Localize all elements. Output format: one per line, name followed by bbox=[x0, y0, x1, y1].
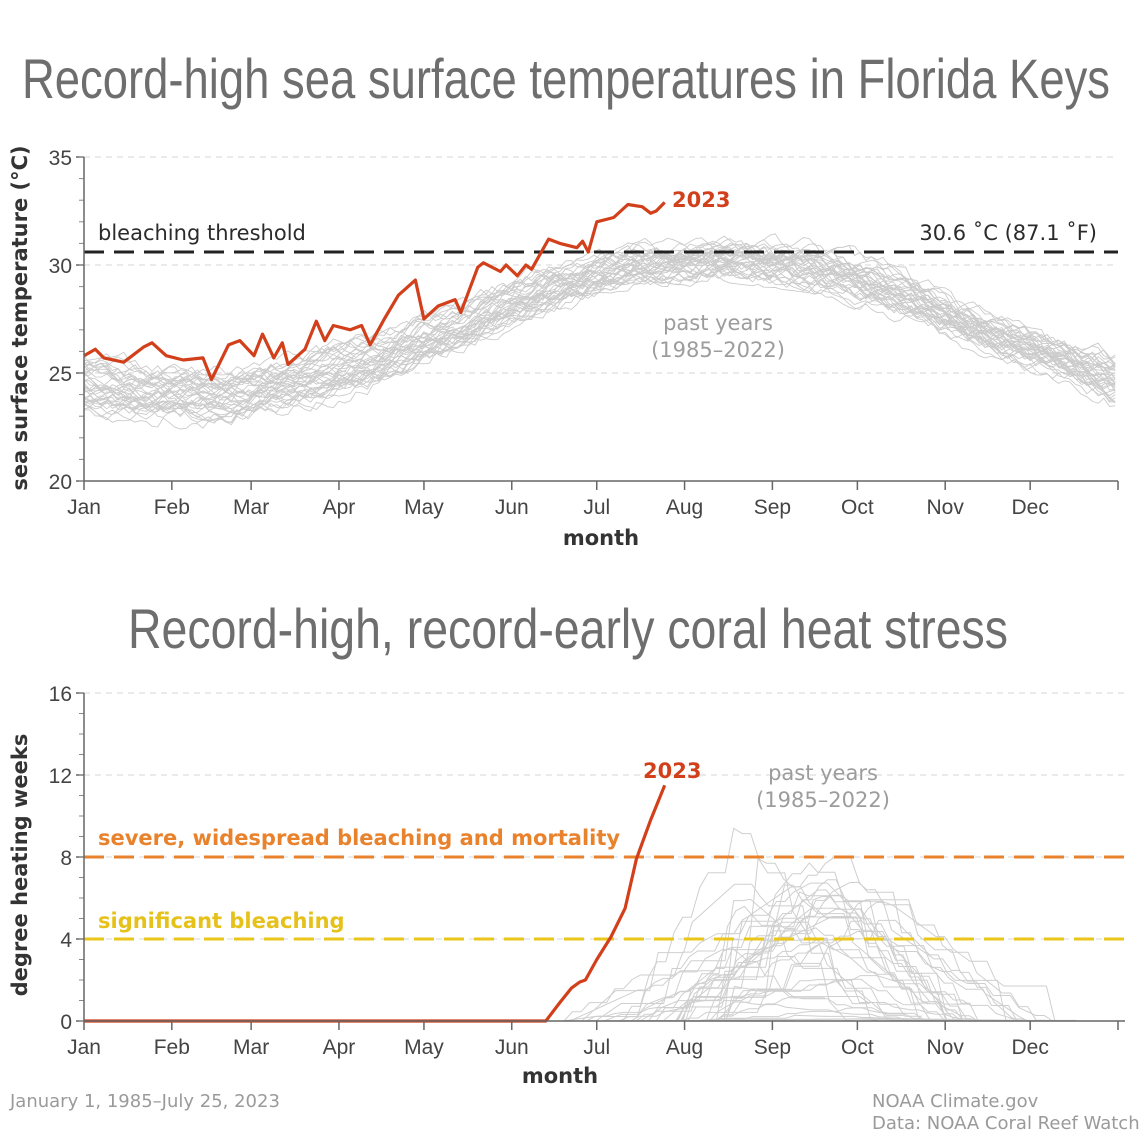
credit: NOAA Climate.gov bbox=[872, 1091, 1039, 1112]
gridlines bbox=[84, 693, 1125, 939]
x-tick-label-sep: Sep bbox=[754, 496, 791, 519]
x-tick-label-jul: Jul bbox=[583, 496, 610, 519]
x-axis-label: month bbox=[563, 526, 639, 550]
past-year-line bbox=[84, 245, 1115, 388]
severe-bleaching-label: severe, widespread bleaching and mortali… bbox=[98, 826, 620, 850]
y-tick-label: 30 bbox=[49, 255, 72, 278]
x-tick-label-oct: Oct bbox=[841, 1036, 874, 1059]
past-years-label: past years bbox=[768, 761, 878, 785]
x-tick-label-may: May bbox=[404, 1036, 444, 1059]
x-tick-label-dec: Dec bbox=[1012, 496, 1049, 519]
y-tick-label: 16 bbox=[49, 683, 72, 706]
x-tick-label-aug: Aug bbox=[666, 1036, 703, 1059]
series-label-2023: 2023 bbox=[643, 759, 701, 783]
axes: 20 25 30 35 Jan Feb Mar Apr May Jun Jul Aug Sep Oct No… bbox=[49, 147, 1118, 519]
sst-chart: 20 25 30 35 Jan Feb Mar Apr May Jun Jul Aug Sep Oct No… bbox=[8, 145, 1118, 550]
x-tick-label-jan: Jan bbox=[67, 496, 101, 519]
y-tick-label: 4 bbox=[60, 929, 72, 952]
x-tick-label-dec: Dec bbox=[1012, 1036, 1049, 1059]
axes: 0 4 8 12 16 Jan Feb Mar Apr May Jun Jul Aug Sep Oct Nov… bbox=[49, 683, 1125, 1059]
x-tick-label-nov: Nov bbox=[927, 1036, 965, 1059]
threshold-value-label: 30.6 ˚C (87.1 ˚F) bbox=[919, 221, 1097, 245]
x-tick-label-oct: Oct bbox=[841, 496, 874, 519]
past-year-line bbox=[667, 908, 947, 1021]
past-years-range-label: (1985–2022) bbox=[651, 338, 785, 362]
data-source: Data: NOAA Coral Reef Watch bbox=[872, 1113, 1140, 1134]
x-tick-label-sep: Sep bbox=[754, 1036, 791, 1059]
x-tick-label-feb: Feb bbox=[154, 496, 190, 519]
x-tick-label-mar: Mar bbox=[233, 496, 269, 519]
x-tick-label-apr: Apr bbox=[323, 1036, 356, 1059]
chart-title-sst: Record-high sea surface temperatures in … bbox=[22, 47, 1110, 110]
x-tick-label-apr: Apr bbox=[323, 496, 356, 519]
y-tick-label: 0 bbox=[60, 1011, 72, 1034]
past-years-lines bbox=[84, 234, 1115, 429]
past-year-line bbox=[84, 236, 1115, 392]
significant-bleaching-label: significant bleaching bbox=[98, 909, 345, 933]
y-tick-label: 12 bbox=[49, 765, 72, 788]
past-years-label: past years bbox=[663, 311, 773, 335]
x-tick-label-jan: Jan bbox=[67, 1036, 101, 1059]
y-tick-label: 35 bbox=[49, 147, 72, 170]
date-range-note: January 1, 1985–July 25, 2023 bbox=[9, 1091, 280, 1112]
x-axis-label: month bbox=[522, 1064, 598, 1088]
y-tick-label: 8 bbox=[60, 847, 72, 870]
x-tick-label-feb: Feb bbox=[154, 1036, 190, 1059]
x-tick-label-jul: Jul bbox=[583, 1036, 610, 1059]
bleaching-threshold-label: bleaching threshold bbox=[98, 221, 306, 245]
x-tick-label-aug: Aug bbox=[666, 496, 703, 519]
y-tick-label: 25 bbox=[49, 363, 72, 386]
x-tick-label-jun: Jun bbox=[495, 1036, 529, 1059]
y-axis-label: degree heating weeks bbox=[8, 734, 32, 997]
x-tick-label-mar: Mar bbox=[233, 1036, 269, 1059]
series-label-2023: 2023 bbox=[672, 188, 730, 212]
past-year-line bbox=[661, 917, 975, 1021]
x-tick-label-may: May bbox=[404, 496, 444, 519]
x-tick-label-nov: Nov bbox=[927, 496, 965, 519]
past-years-range-label: (1985–2022) bbox=[756, 788, 890, 812]
dhw-chart: 0 4 8 12 16 Jan Feb Mar Apr May Jun Jul Aug Sep Oct Nov… bbox=[8, 683, 1125, 1088]
chart-title-dhw: Record-high, record-early coral heat str… bbox=[128, 597, 1008, 660]
series-2023-line bbox=[84, 785, 665, 1021]
past-year-line bbox=[672, 922, 978, 1021]
x-tick-label-jun: Jun bbox=[495, 496, 529, 519]
y-tick-label: 20 bbox=[49, 471, 72, 494]
y-axis-label: sea surface temperature (°C) bbox=[8, 145, 32, 490]
